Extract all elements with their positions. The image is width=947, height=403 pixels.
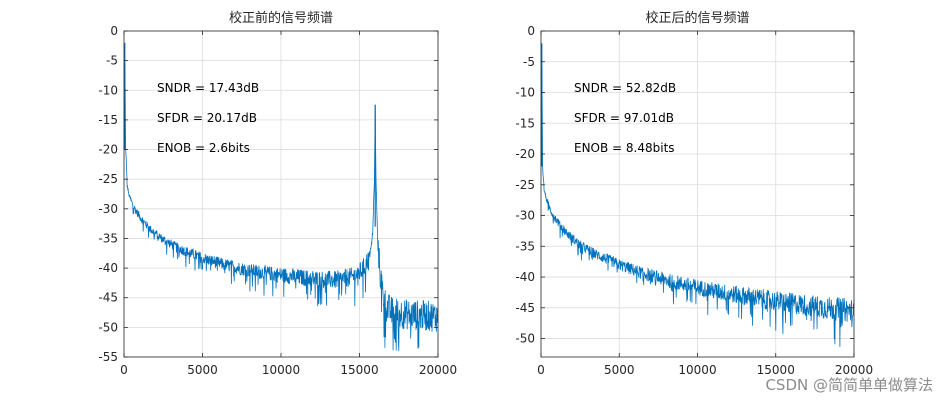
annotation-enob: ENOB = 2.6bits: [157, 141, 250, 155]
x-tick-label: 20000: [835, 363, 873, 377]
annotation-sfdr: SFDR = 97.01dB: [574, 111, 674, 125]
y-tick-label: -25: [515, 178, 535, 192]
spectrum-line: [123, 63, 439, 352]
axis-ticks: 0 5000 10000 15000 20000 0 -5 -10 -15 -20 -25 -30 -3…: [98, 24, 457, 377]
y-tick-label: -10: [515, 86, 535, 100]
chart-title: 校正前的信号频谱: [229, 10, 333, 26]
y-tick-label: -50: [515, 332, 535, 346]
y-tick-label: -45: [515, 301, 535, 315]
watermark-text: CSDN @简简单单做算法: [765, 376, 933, 394]
x-tick-label: 10000: [262, 363, 300, 377]
y-tick-label: 0: [110, 24, 118, 38]
axis-ticks: 0 5000 10000 15000 20000 0 -5 -10 -15 -20 -25 -30 -3…: [515, 24, 873, 377]
y-tick-label: -15: [515, 116, 535, 130]
y-tick-label: -40: [98, 261, 118, 275]
spectrum-series: [540, 43, 855, 347]
y-tick-label: -5: [523, 55, 535, 69]
y-tick-label: -35: [515, 239, 535, 253]
y-tick-label: -20: [515, 147, 535, 161]
y-tick-label: -55: [98, 350, 118, 364]
y-tick-label: -10: [98, 83, 118, 97]
x-tick-label: 15000: [340, 363, 378, 377]
y-tick-label: -15: [98, 113, 118, 127]
chart-title: 校正后的信号频谱: [645, 10, 749, 26]
y-tick-label: -40: [515, 270, 535, 284]
x-tick-label: 10000: [678, 363, 716, 377]
y-tick-label: -30: [515, 209, 535, 223]
y-tick-label: -50: [98, 320, 118, 334]
annotation-sfdr: SFDR = 20.17dB: [157, 111, 257, 125]
x-tick-label: 20000: [419, 363, 457, 377]
annotation-sndr: SNDR = 17.43dB: [157, 81, 259, 95]
y-tick-label: -35: [98, 231, 118, 245]
y-tick-label: -30: [98, 202, 118, 216]
y-tick-label: 0: [527, 24, 535, 38]
x-tick-label: 0: [537, 363, 545, 377]
annotation-sndr: SNDR = 52.82dB: [574, 81, 676, 95]
y-tick-label: -25: [98, 172, 118, 186]
chart-before-calibration: 0 5000 10000 15000 20000 0 -5 -10 -15 -20 -25 -30 -3…: [98, 10, 457, 377]
spectrum-line: [540, 67, 855, 347]
y-tick-label: -45: [98, 291, 118, 305]
x-tick-label: 15000: [757, 363, 795, 377]
annotation-enob: ENOB = 8.48bits: [574, 141, 675, 155]
x-tick-label: 5000: [604, 363, 635, 377]
y-tick-label: -5: [106, 54, 118, 68]
x-tick-label: 0: [120, 363, 128, 377]
x-tick-label: 5000: [187, 363, 218, 377]
chart-after-calibration: 0 5000 10000 15000 20000 0 -5 -10 -15 -20 -25 -30 -3…: [515, 10, 873, 377]
y-tick-label: -20: [98, 143, 118, 157]
